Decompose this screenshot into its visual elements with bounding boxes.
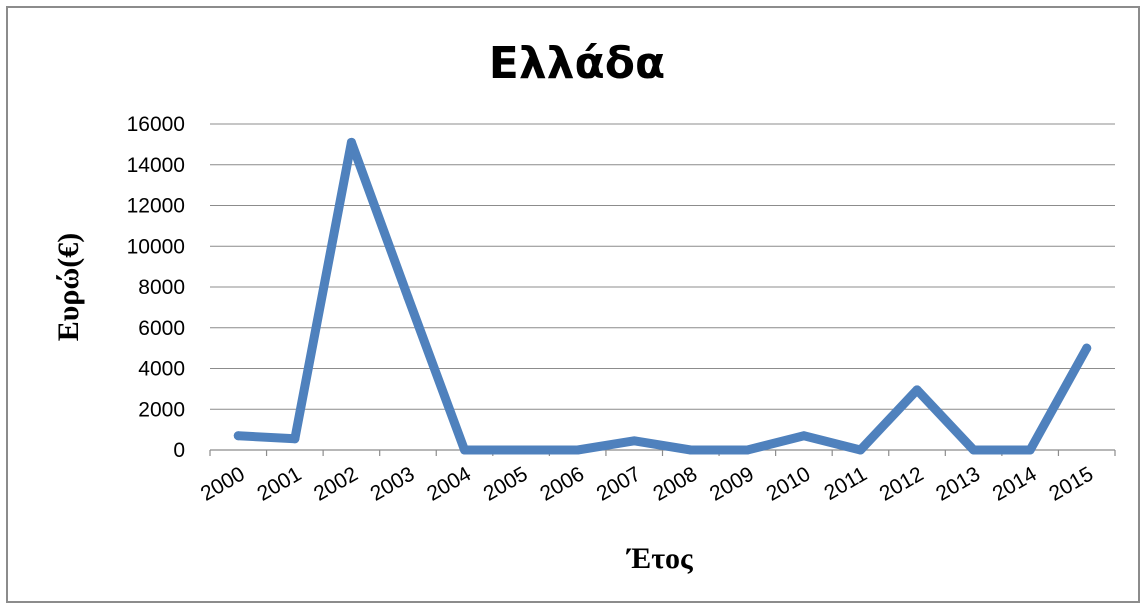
y-tick-label: 6000 <box>138 317 185 340</box>
x-tick-label: 2006 <box>536 462 588 505</box>
x-tick-label: 2004 <box>423 462 475 505</box>
y-axis-label: Ευρώ(€) <box>52 233 85 342</box>
chart-frame <box>6 6 1140 603</box>
data-point <box>233 431 243 441</box>
data-point <box>799 431 809 441</box>
x-tick-label: 2000 <box>197 462 249 505</box>
x-tick-label: 2002 <box>310 462 362 505</box>
x-tick-label: 2010 <box>762 462 814 505</box>
data-point <box>742 445 752 455</box>
data-point <box>1025 445 1035 455</box>
y-tick-label: 16000 <box>127 113 185 136</box>
x-tick-label: 2001 <box>253 462 305 505</box>
x-tick-label: 2014 <box>989 462 1041 505</box>
data-point <box>346 137 356 147</box>
data-point <box>629 436 639 446</box>
chart-title: Ελλάδα <box>489 38 665 89</box>
x-tick-label: 2009 <box>706 462 758 505</box>
series-line <box>233 137 1092 455</box>
y-tick-label: 2000 <box>138 398 185 421</box>
y-tick-label: 14000 <box>127 154 185 177</box>
data-point <box>290 434 300 444</box>
data-point <box>403 292 413 302</box>
data-point <box>1082 343 1092 353</box>
x-tick-label: 2007 <box>593 462 645 505</box>
data-point <box>516 445 526 455</box>
series-layer <box>233 137 1092 455</box>
y-tick-label: 12000 <box>127 195 185 218</box>
data-point <box>855 445 865 455</box>
data-point <box>686 445 696 455</box>
data-point <box>969 445 979 455</box>
data-point <box>460 445 470 455</box>
x-tick-label: 2013 <box>932 462 984 505</box>
gridlines <box>210 123 1115 451</box>
x-tick-label: 2008 <box>649 462 701 505</box>
y-tick-label: 8000 <box>138 276 185 299</box>
x-axis-label: Έτος <box>625 542 693 575</box>
x-tick-label: 2003 <box>367 462 419 505</box>
y-tick-label: 4000 <box>138 358 185 381</box>
x-tick-label: 2012 <box>876 462 928 505</box>
data-point <box>912 385 922 395</box>
x-tick-label: 2011 <box>820 462 871 505</box>
x-tick-label: 2005 <box>480 462 532 505</box>
data-point <box>573 445 583 455</box>
y-tick-label: 10000 <box>127 235 185 258</box>
x-tick-label: 2015 <box>1045 462 1097 505</box>
x-axis-ticks: 2000 2001 2002 2003 2004 2005 2006 2007 2008 2009… <box>197 450 1116 506</box>
y-tick-label: 0 <box>173 439 185 462</box>
y-axis-ticks: 0 2000 4000 6000 8000 10000 12000 14000 16000 <box>127 113 185 462</box>
